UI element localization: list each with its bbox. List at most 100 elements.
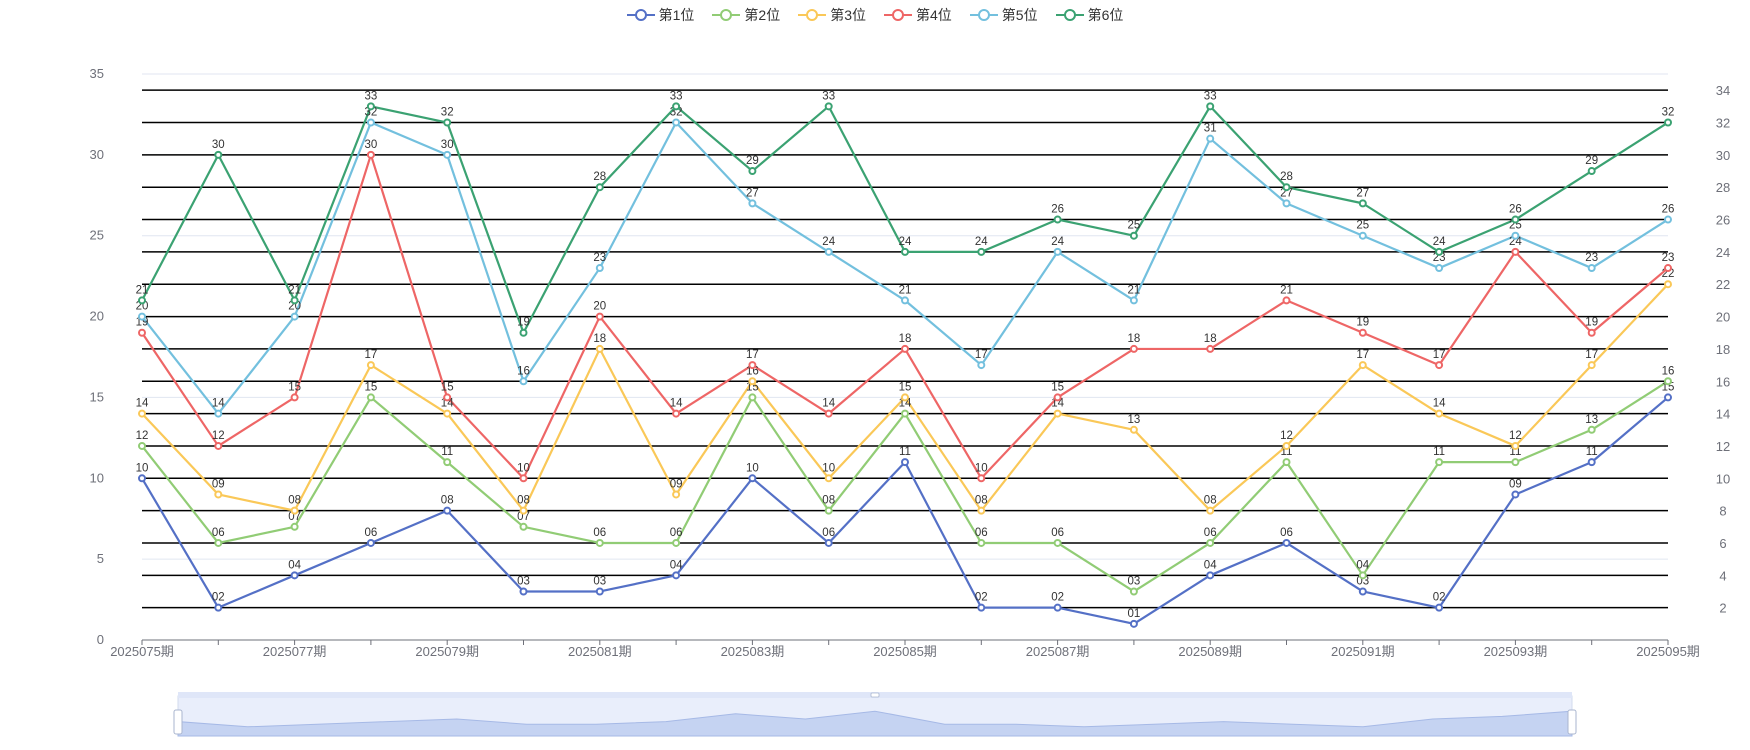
data-point[interactable]: [595, 587, 604, 596]
legend-item[interactable]: 第4位: [884, 5, 952, 25]
data-point[interactable]: [1664, 280, 1672, 289]
data-point[interactable]: [1129, 425, 1138, 434]
data-point[interactable]: [748, 199, 757, 208]
data-point[interactable]: [1358, 361, 1367, 370]
data-point[interactable]: [519, 506, 528, 515]
data-point[interactable]: [1511, 231, 1520, 240]
data-point[interactable]: [1053, 393, 1062, 402]
data-point[interactable]: [1282, 538, 1291, 547]
data-point[interactable]: [824, 409, 833, 418]
data-point[interactable]: [519, 587, 528, 596]
data-point[interactable]: [366, 361, 375, 370]
data-point[interactable]: [977, 247, 986, 256]
data-point[interactable]: [595, 183, 604, 192]
data-point[interactable]: [1206, 102, 1215, 111]
data-point[interactable]: [366, 102, 375, 111]
data-point[interactable]: [977, 603, 986, 612]
data-point[interactable]: [1435, 458, 1444, 467]
data-point[interactable]: [672, 571, 681, 580]
data-point[interactable]: [214, 409, 223, 418]
data-point[interactable]: [1053, 538, 1062, 547]
data-point[interactable]: [1664, 393, 1672, 402]
data-point[interactable]: [519, 522, 528, 531]
data-point[interactable]: [443, 458, 452, 467]
data-point[interactable]: [366, 393, 375, 402]
data-point[interactable]: [1511, 458, 1520, 467]
data-point[interactable]: [748, 377, 757, 386]
data-point[interactable]: [1206, 538, 1215, 547]
data-point[interactable]: [214, 603, 223, 612]
data-point[interactable]: [214, 150, 223, 159]
data-point[interactable]: [214, 538, 223, 547]
data-point[interactable]: [1282, 296, 1291, 305]
data-point[interactable]: [519, 377, 528, 386]
data-point[interactable]: [901, 393, 909, 402]
data-point[interactable]: [1053, 247, 1062, 256]
data-point[interactable]: [1129, 296, 1138, 305]
legend-item[interactable]: 第2位: [712, 5, 780, 25]
data-point[interactable]: [1587, 264, 1596, 273]
data-point[interactable]: [138, 312, 146, 321]
data-point[interactable]: [901, 409, 909, 418]
data-point[interactable]: [290, 571, 299, 580]
data-point[interactable]: [1129, 344, 1138, 353]
data-point[interactable]: [1664, 377, 1672, 386]
data-point[interactable]: [824, 506, 833, 515]
data-point[interactable]: [443, 506, 452, 515]
legend-item[interactable]: 第3位: [798, 5, 866, 25]
data-point[interactable]: [443, 409, 452, 418]
data-point[interactable]: [901, 344, 909, 353]
data-point[interactable]: [595, 538, 604, 547]
data-point[interactable]: [1511, 441, 1520, 450]
data-point[interactable]: [1358, 328, 1367, 337]
data-point[interactable]: [138, 474, 146, 483]
data-point[interactable]: [1206, 344, 1215, 353]
data-point[interactable]: [595, 312, 604, 321]
data-point[interactable]: [443, 118, 452, 127]
data-point[interactable]: [1511, 247, 1520, 256]
data-point[interactable]: [748, 393, 757, 402]
data-point[interactable]: [824, 474, 833, 483]
data-point[interactable]: [138, 296, 146, 305]
data-point[interactable]: [1435, 264, 1444, 273]
data-point[interactable]: [1664, 215, 1672, 224]
data-point[interactable]: [1282, 199, 1291, 208]
data-point[interactable]: [214, 490, 223, 499]
data-point[interactable]: [366, 150, 375, 159]
data-point[interactable]: [824, 102, 833, 111]
data-point[interactable]: [595, 264, 604, 273]
data-point[interactable]: [672, 102, 681, 111]
data-point[interactable]: [977, 474, 986, 483]
data-point[interactable]: [1129, 619, 1138, 628]
data-point[interactable]: [1587, 458, 1596, 467]
data-point[interactable]: [1358, 231, 1367, 240]
data-point[interactable]: [519, 474, 528, 483]
legend-item[interactable]: 第6位: [1055, 5, 1123, 25]
data-point[interactable]: [519, 328, 528, 337]
data-point[interactable]: [595, 344, 604, 353]
legend-item[interactable]: 第5位: [969, 5, 1038, 25]
data-point[interactable]: [824, 247, 833, 256]
data-point[interactable]: [443, 150, 452, 159]
data-point[interactable]: [443, 393, 452, 402]
datazoom-move-handle[interactable]: [870, 692, 880, 698]
data-point[interactable]: [1587, 361, 1596, 370]
data-point[interactable]: [138, 328, 146, 337]
data-point[interactable]: [1129, 587, 1138, 596]
data-point[interactable]: [977, 361, 986, 370]
data-point[interactable]: [1053, 603, 1062, 612]
data-point[interactable]: [1206, 506, 1215, 515]
data-point[interactable]: [748, 167, 757, 176]
data-point[interactable]: [901, 296, 909, 305]
data-point[interactable]: [1129, 231, 1138, 240]
data-point[interactable]: [1587, 167, 1596, 176]
data-point[interactable]: [1435, 361, 1444, 370]
data-point[interactable]: [824, 538, 833, 547]
data-point[interactable]: [1282, 441, 1291, 450]
data-point[interactable]: [1358, 587, 1367, 596]
data-point[interactable]: [1435, 409, 1444, 418]
data-point[interactable]: [138, 441, 146, 450]
data-point[interactable]: [1435, 603, 1444, 612]
data-point[interactable]: [901, 458, 909, 467]
data-point[interactable]: [1358, 199, 1367, 208]
